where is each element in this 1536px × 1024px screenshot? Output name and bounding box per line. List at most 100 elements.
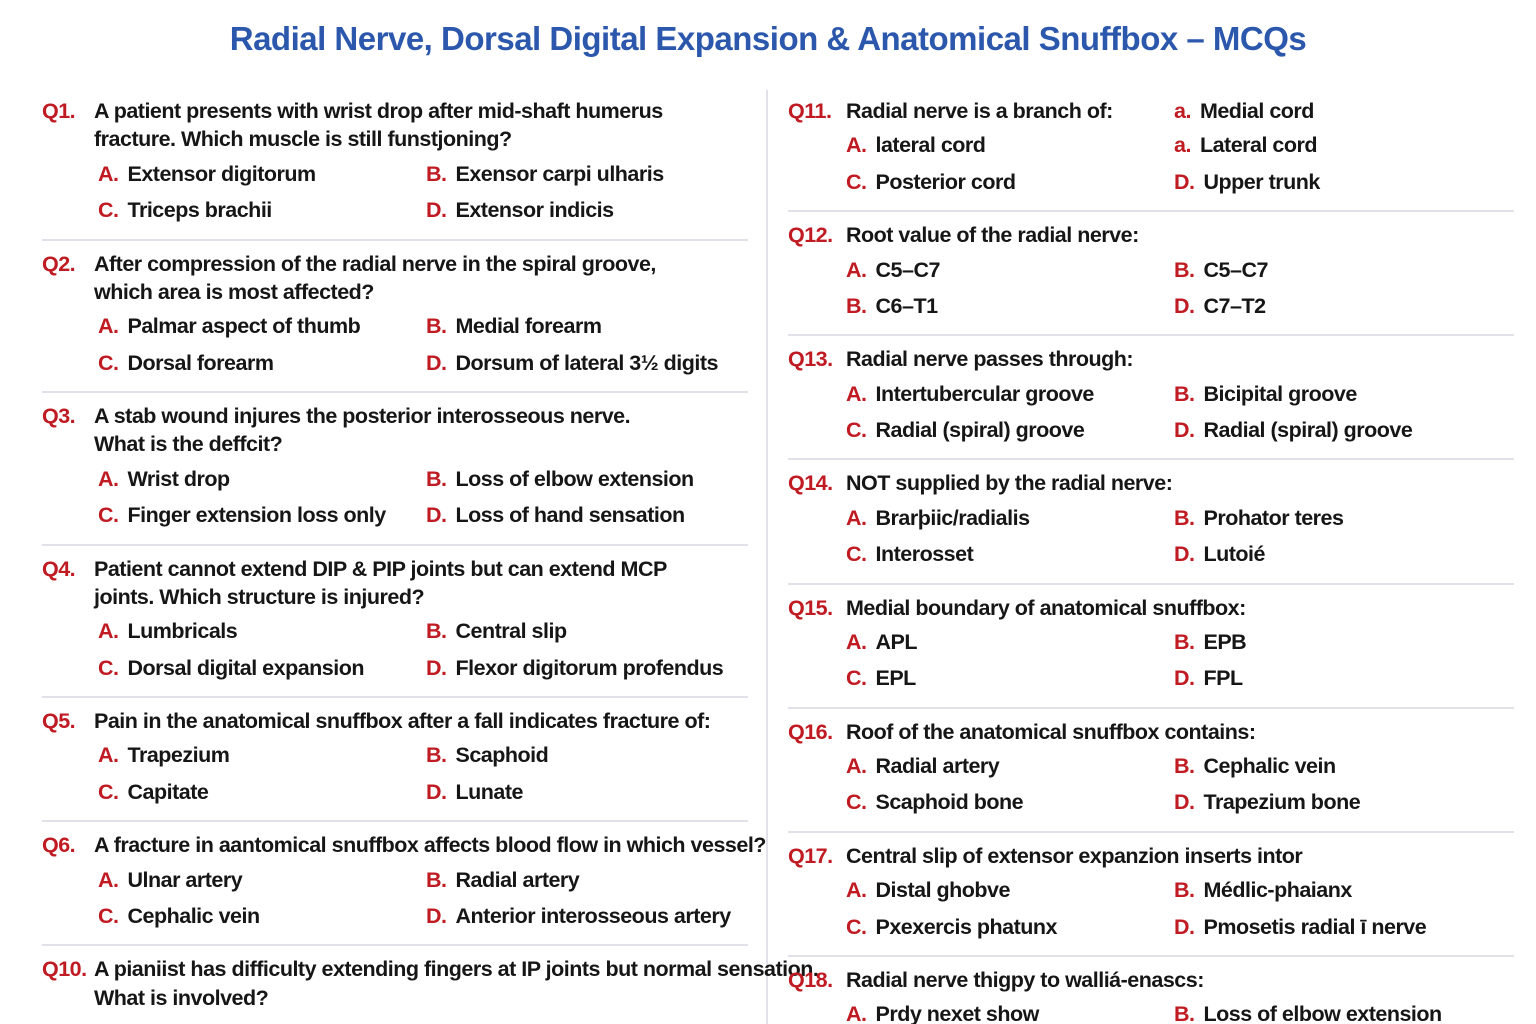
question-text: Pain in the anatomical snuffbox after a … [94, 709, 711, 733]
option-label: A. [98, 161, 119, 186]
option-text: Scaphoid [455, 743, 549, 768]
option: B. Exensor carpi ulharis [426, 160, 748, 188]
option: a. Medial cord [1174, 97, 1314, 125]
option: A. Intertubercular groove [846, 380, 1174, 408]
option-label: B. [426, 619, 447, 644]
option-text: Triceps brachii [127, 198, 273, 223]
option: D. C7–T2 [1174, 292, 1514, 320]
option-text: Cephalic vein [127, 903, 261, 928]
option-label: C. [98, 350, 119, 375]
option-label: D. [426, 503, 447, 528]
option: A. Radial artery [846, 752, 1174, 780]
option-text: Extensor indicis [455, 198, 615, 223]
option-text: Dorsal forearm [127, 350, 274, 375]
question-number: Q5. [42, 709, 76, 733]
question-block-q2: Q2. After compression of the radial nerv… [42, 241, 748, 393]
option-text: Radial artery [455, 867, 580, 892]
options-grid: A. C5–C7 B. C5–C7 B. C6–T1 D. C7–T2 [846, 256, 1514, 321]
option-text: Radial artery [875, 754, 1000, 778]
question-block-q4: Q4. Patient cannot extend DIP & PIP join… [42, 546, 748, 698]
question-text: Roof of the anatomical snuffbox contains… [846, 719, 1256, 744]
option-label: C. [98, 779, 119, 804]
option-text: Lumbricals [127, 619, 238, 644]
question-number: Q1. [42, 99, 76, 123]
option-text: Prohator teres [1203, 505, 1344, 530]
option-label: A. [98, 867, 119, 892]
option: B. Loss of elbow extension [426, 465, 748, 493]
question-number: Q13. [788, 347, 833, 372]
question-number: Q18. [788, 967, 833, 992]
option-label: D. [1174, 790, 1195, 815]
option-text: C7–T2 [1203, 293, 1267, 318]
option-text: Upper trunk [1203, 169, 1321, 194]
option: A. Palmar aspect of thumb [98, 312, 426, 340]
left-column: Q1. A patient presents with wrist drop a… [42, 88, 819, 1024]
option-label: C. [846, 790, 867, 815]
options-grid: A. Extensor digitorum B. Exensor carpi ulh… [98, 160, 748, 225]
question-number: Q11. [788, 99, 832, 123]
question-block-q3: Q3. A stab wound injures the posterior i… [42, 393, 748, 546]
option-label: A. [846, 1002, 867, 1024]
option-label: C. [846, 418, 867, 442]
option-label: C. [846, 542, 867, 567]
option: A. Prdy nexet show [846, 1000, 1174, 1024]
question-number: Q6. [42, 833, 76, 858]
question-number: Q3. [42, 404, 76, 428]
option-label: D. [1174, 542, 1195, 567]
option-text: C6–T1 [875, 293, 939, 318]
option: a. Lateral cord [1174, 131, 1514, 159]
question-text: Medial boundary of anatomical snuffbox: [846, 595, 1246, 620]
question-block-q10: Q10. A pianiist has difficulty extending… [42, 946, 819, 1024]
question-block-q13: Q13. Radial nerve passes through: A. Inte… [788, 336, 1514, 461]
option: B. Radial artery [426, 866, 748, 894]
option: A. lateral cord [846, 131, 1174, 159]
question-text: Root value of the radial nerve: [846, 223, 1139, 248]
option-text: Distal ghobve [875, 878, 1011, 903]
option-text: Prdy nexet show [875, 1002, 1040, 1024]
option: C. EPL [846, 664, 1174, 692]
option: D. Pmosetis radial ī nerve [1174, 913, 1514, 941]
option-text: Pmosetis radial ī nerve [1203, 914, 1427, 939]
option: B. C6–T1 [846, 292, 1174, 320]
option-text: Scaphoid bone [875, 790, 1024, 815]
option: D. Lunate [426, 778, 748, 806]
option-text: Finger extension loss only [127, 503, 387, 528]
option-label: C. [846, 666, 867, 691]
options-grid: A. Wrist drop B. Loss of elbow extension C… [98, 465, 748, 530]
option-label: C. [98, 503, 119, 528]
option: C. Radial (spiral) groove [846, 416, 1174, 444]
question-text: A fracture in aantomical snuffbox affect… [94, 833, 766, 858]
option-label: B. [426, 867, 447, 892]
option: C. Posterior cord [846, 168, 1174, 196]
option: D. Trapezium bone [1174, 788, 1514, 816]
option: B. Central slip [426, 617, 748, 645]
option: C. Pxexercis phatunx [846, 913, 1174, 941]
option: B. Scaphoid [426, 741, 748, 769]
option-label: D. [426, 779, 447, 804]
question-block-q1: Q1. A patient presents with wrist drop a… [42, 88, 748, 241]
options-grid: A. Trapezium B. Scaphoid C. Capitate D. Luna… [98, 741, 748, 806]
question-number: Q10. [42, 957, 87, 982]
option-label: A. [98, 743, 119, 768]
option-text: Posterior cord [875, 169, 1016, 194]
option: C. Dorsal forearm [98, 349, 426, 377]
option-text: Loss of elbow extension [455, 466, 695, 491]
question-number: Q2. [42, 251, 76, 276]
option-text: Wrist drop [127, 466, 231, 491]
option-text: Flexor digitorum profendus [455, 655, 724, 680]
option-label: A. [846, 878, 867, 903]
option-label: B. [426, 743, 447, 768]
option-label: D. [426, 903, 447, 928]
question-text: Radial nerve thigpy to walliá-enascs: [846, 967, 1204, 992]
option: D. Radial (spiral) groove [1174, 416, 1514, 444]
question-block-q11: Q11. Radial nerve is a branch of: a. Medi… [788, 88, 1514, 213]
option: B. Médlic-phaianx [1174, 876, 1514, 904]
option-label: B. [1174, 505, 1195, 530]
question-block-q18: Q18. Radial nerve thigpy to walliá-enasc… [788, 957, 1514, 1024]
option-text: EPL [875, 666, 917, 691]
option: A. APL [846, 628, 1174, 656]
question-text: Central slip of extensor expanzion inser… [846, 843, 1303, 868]
option: D. Lutoié [1174, 540, 1514, 568]
option: A. Brarþiic/radialis [846, 504, 1174, 532]
options-grid: A. lateral cord a. Lateral cord C. Posterio… [846, 131, 1514, 196]
